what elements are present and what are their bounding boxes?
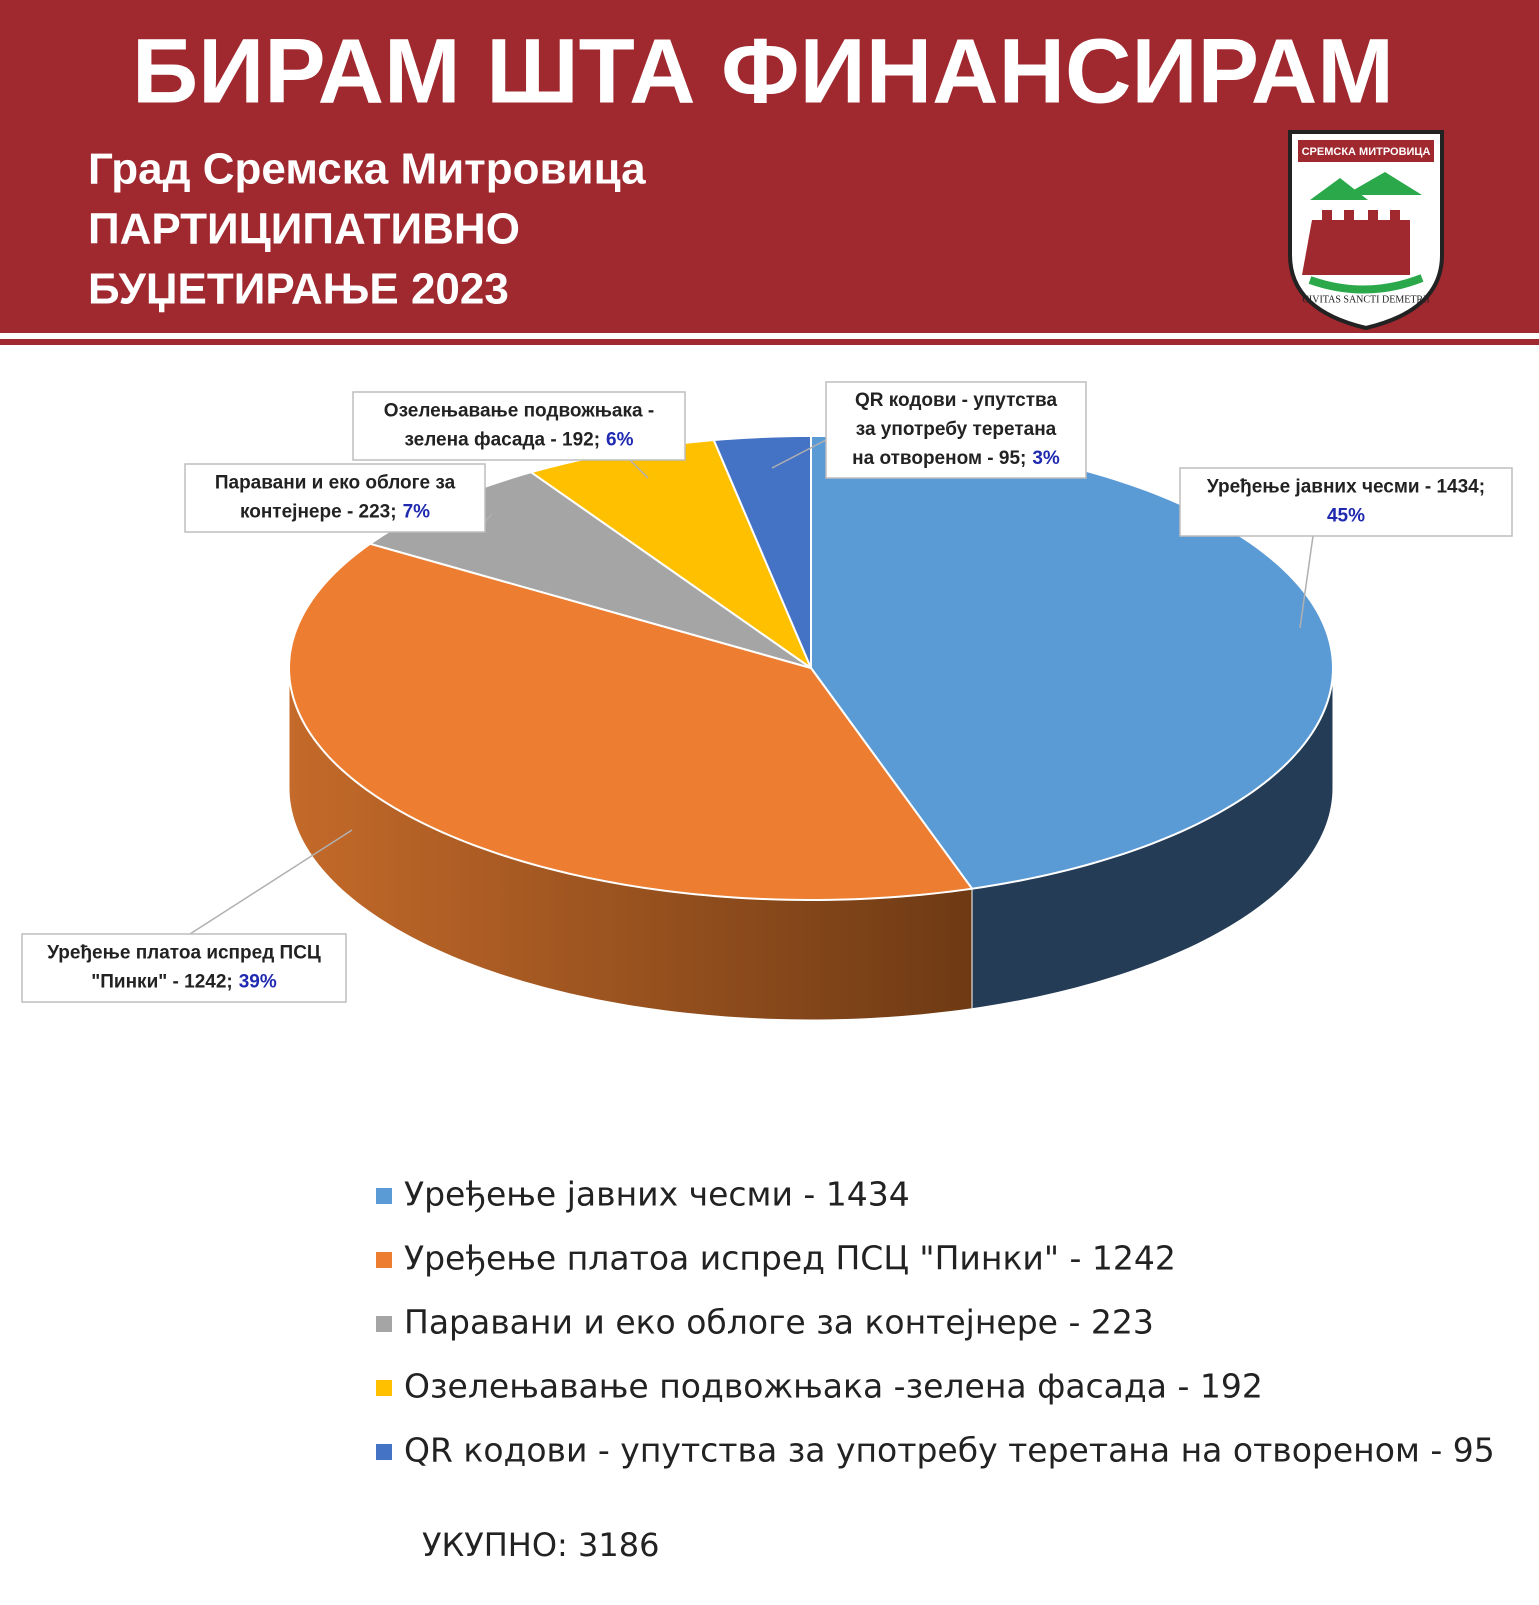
shield-top xyxy=(1298,140,1434,162)
subtitle: ПАРТИЦИПАТИВНО xyxy=(88,205,520,254)
data-label-text: QR кодови - упутства xyxy=(855,390,1058,411)
data-label: Уређење платоа испред ПСЦ xyxy=(47,943,321,964)
data-label: за употребу теретана xyxy=(856,419,1057,440)
logo-motto: CIVITAS SANCTI DEMETRII xyxy=(1302,294,1430,305)
data-label-text: Уређење јавних чесми - 1434; xyxy=(1207,477,1485,498)
percent-label: 45% xyxy=(1327,506,1365,527)
logo: СРЕМСКА МИТРОВИЦА CIVITAS SANCTI DEMETRI… xyxy=(1288,130,1444,331)
data-label-text: за употребу теретана xyxy=(856,419,1057,440)
leader-line xyxy=(771,439,827,469)
label-box xyxy=(1179,467,1513,537)
pie-slice xyxy=(712,434,812,669)
data-label: зелена фасада - 192; 6% xyxy=(404,430,633,451)
logo-text: СРЕМСКА МИТРОВИЦА xyxy=(1302,146,1431,158)
legend-swatch xyxy=(376,1380,392,1396)
data-label-text: Уређење платоа испред ПСЦ xyxy=(47,943,321,964)
data-labels: Уређење јавних чесми - 1434; 45% Уређење п… xyxy=(21,381,1513,1003)
legend-swatch xyxy=(376,1252,392,1268)
leader-line xyxy=(629,459,649,479)
data-label-text: на отвореном - 95; xyxy=(852,448,1026,469)
data-label: Уређење јавних чесми - 1434; xyxy=(1207,477,1485,498)
legend: Уређење јавних чесми - 1434 Уређење плато… xyxy=(376,1175,1495,1470)
data-label: QR кодови - упутства xyxy=(855,390,1058,411)
legend-label: Паравани и еко облоге за контејнере - 22… xyxy=(404,1303,1154,1342)
data-label: на отвореном - 95; 3% xyxy=(852,448,1060,469)
legend-swatch xyxy=(376,1188,392,1204)
label-box xyxy=(184,463,486,533)
label-box xyxy=(21,933,347,1003)
legend-label: QR кодови - упутства за употребу теретан… xyxy=(404,1431,1495,1470)
data-label: контејнере - 223; 7% xyxy=(240,502,430,523)
total: УКУПНО: 3186 xyxy=(422,1526,659,1564)
header-rule xyxy=(0,339,1539,345)
title: БИРАМ ШТА ФИНАНСИРАМ xyxy=(132,20,1394,122)
percent-label: 39% xyxy=(239,972,277,993)
river xyxy=(1308,274,1424,294)
data-label: "Пинки" - 1242; 39% xyxy=(91,972,277,993)
legend-swatch xyxy=(376,1444,392,1460)
data-label-text: Озелењавање подвожњака - xyxy=(384,401,654,422)
data-label-text: "Пинки" - 1242; xyxy=(91,972,233,993)
data-label: Озелењавање подвожњака - xyxy=(384,401,654,422)
subtitle: Град Сремска Митровица xyxy=(88,145,646,194)
percent-label: 6% xyxy=(606,430,634,451)
subtitle: БУЏЕТИРАЊЕ 2023 xyxy=(88,265,509,314)
hills xyxy=(1310,172,1422,200)
data-label: Паравани и еко облоге за xyxy=(215,473,456,494)
legend-label: Уређење платоа испред ПСЦ "Пинки" - 1242 xyxy=(404,1239,1176,1278)
percent-label: 3% xyxy=(1032,448,1060,469)
legend-swatch xyxy=(376,1316,392,1332)
data-label-text: контејнере - 223; xyxy=(240,502,397,523)
legend-label: Озелењавање подвожњака -зелена фасада - … xyxy=(404,1367,1263,1406)
label-box xyxy=(352,391,686,461)
data-label-text: Паравани и еко облоге за xyxy=(215,473,456,494)
header-band xyxy=(0,0,1539,333)
data-label-text: зелена фасада - 192; xyxy=(404,430,600,451)
legend-label: Уређење јавних чесми - 1434 xyxy=(404,1175,910,1214)
castle xyxy=(1302,210,1410,275)
label-box xyxy=(825,381,1087,479)
leader-line xyxy=(1299,535,1314,629)
pie-slice xyxy=(288,542,974,901)
percent-label: 7% xyxy=(403,502,431,523)
leader-line xyxy=(189,829,353,935)
